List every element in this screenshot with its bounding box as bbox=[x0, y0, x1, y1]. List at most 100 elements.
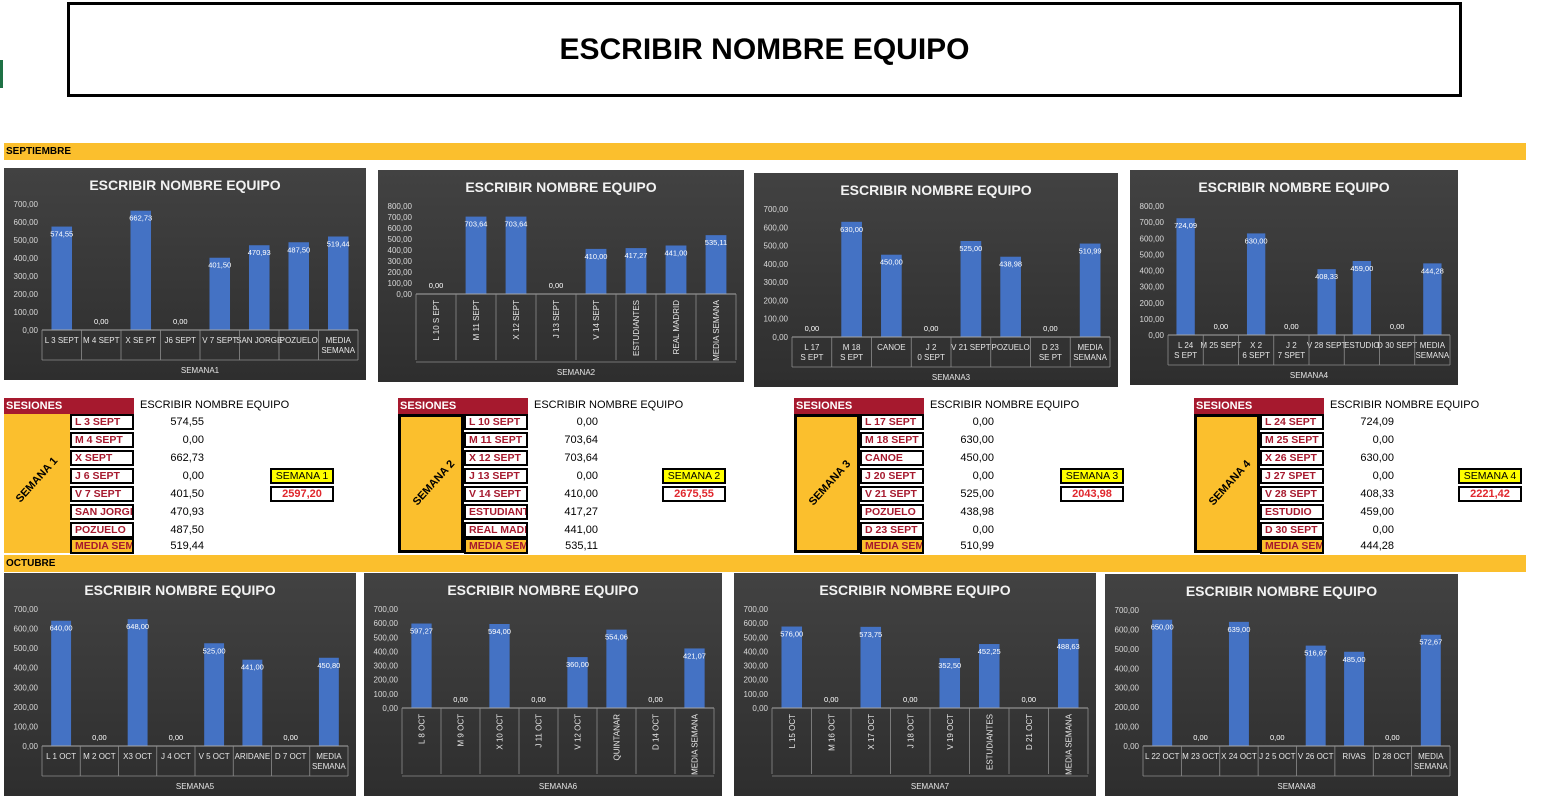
session-day-label[interactable]: X 26 SEPT bbox=[1260, 450, 1324, 466]
team-name: ESCRIBIR NOMBRE EQUIPO bbox=[930, 399, 1080, 411]
session-day-value[interactable]: 0,00 bbox=[576, 416, 598, 428]
week-total-value[interactable]: 2597,20 bbox=[270, 486, 334, 502]
session-day-value[interactable]: 630,00 bbox=[1360, 452, 1394, 464]
data-label: 0,00 bbox=[92, 733, 107, 742]
session-day-value[interactable]: 510,99 bbox=[960, 540, 994, 552]
session-day-label[interactable]: L 10 SEPT bbox=[464, 414, 528, 430]
session-day-value[interactable]: 0,00 bbox=[972, 416, 994, 428]
session-day-value[interactable]: 450,00 bbox=[960, 452, 994, 464]
chart-semana8[interactable]: ESCRIBIR NOMBRE EQUIPO 0,00 100,00 200,00 30… bbox=[1105, 574, 1458, 796]
session-day-value[interactable]: 470,93 bbox=[170, 506, 204, 518]
chart-semana1[interactable]: ESCRIBIR NOMBRE EQUIPO 0,00 100,00 200,00 30… bbox=[4, 168, 366, 380]
session-day-label[interactable]: SAN JORGE bbox=[70, 504, 134, 520]
session-day-label[interactable]: D 23 SEPT bbox=[860, 522, 924, 538]
session-day-value[interactable]: 0,00 bbox=[182, 434, 204, 446]
chart-title: ESCRIBIR NOMBRE EQUIPO bbox=[840, 182, 1031, 198]
session-day-label[interactable]: MEDIA SEMA bbox=[860, 538, 924, 554]
session-day-label[interactable]: M 4 SEPT bbox=[70, 432, 134, 448]
session-day-value[interactable]: 0,00 bbox=[1372, 524, 1394, 536]
bar bbox=[209, 257, 231, 330]
session-day-value[interactable]: 525,00 bbox=[960, 488, 994, 500]
session-day-value[interactable]: 410,00 bbox=[564, 488, 598, 500]
chart-semana2[interactable]: ESCRIBIR NOMBRE EQUIPO 0,00 100,00 200,00 30… bbox=[378, 170, 744, 382]
week-total-value[interactable]: 2043,98 bbox=[1060, 486, 1124, 502]
data-label: 417,27 bbox=[625, 251, 648, 260]
session-day-value[interactable]: 408,33 bbox=[1360, 488, 1394, 500]
y-tick-label: 300,00 bbox=[744, 662, 769, 671]
session-day-label[interactable]: REAL MADRI bbox=[464, 522, 528, 538]
session-day-label[interactable]: X 12 SEPT bbox=[464, 450, 528, 466]
session-day-value[interactable]: 574,55 bbox=[170, 416, 204, 428]
session-day-label[interactable]: J 6 SEPT bbox=[70, 468, 134, 484]
session-day-label[interactable]: MEDIA SEMA bbox=[1260, 538, 1324, 554]
chart-semana5[interactable]: ESCRIBIR NOMBRE EQUIPO 0,00 100,00 200,00 30… bbox=[4, 573, 356, 796]
x-axis-title: SEMANA6 bbox=[539, 782, 578, 791]
session-day-label[interactable]: X SEPT bbox=[70, 450, 134, 466]
session-day-label[interactable]: V 21 SEPT bbox=[860, 486, 924, 502]
session-day-label[interactable]: MEDIA SEMA bbox=[70, 538, 134, 554]
data-label: 0,00 bbox=[173, 317, 188, 326]
session-day-value[interactable]: 535,11 bbox=[565, 540, 598, 552]
data-label: 703,64 bbox=[505, 220, 528, 229]
x-tick-label: L 10 S EPT bbox=[432, 300, 441, 341]
session-day-label[interactable]: V 14 SEPT bbox=[464, 486, 528, 502]
session-day-value[interactable]: 0,00 bbox=[972, 524, 994, 536]
session-day-label[interactable]: L 17 SEPT bbox=[860, 414, 924, 430]
session-day-value[interactable]: 441,00 bbox=[564, 524, 598, 536]
session-day-label[interactable]: M 25 SEPT bbox=[1260, 432, 1324, 448]
title-box[interactable]: ESCRIBIR NOMBRE EQUIPO bbox=[67, 2, 1462, 97]
data-label: 0,00 bbox=[648, 695, 663, 704]
session-day-value[interactable]: 0,00 bbox=[972, 470, 994, 482]
session-day-value[interactable]: 401,50 bbox=[170, 488, 204, 500]
session-day-label[interactable]: CANOE bbox=[860, 450, 924, 466]
chart-semana4[interactable]: ESCRIBIR NOMBRE EQUIPO 0,00 100,00 200,00 30… bbox=[1130, 170, 1458, 385]
session-day-value[interactable]: 438,98 bbox=[960, 506, 994, 518]
y-tick-label: 400,00 bbox=[374, 647, 399, 656]
session-day-label[interactable]: ESTUDIANTI bbox=[464, 504, 528, 520]
session-day-value[interactable]: 417,27 bbox=[564, 506, 598, 518]
y-tick-label: 0,00 bbox=[772, 333, 788, 342]
session-day-value[interactable]: 519,44 bbox=[170, 540, 204, 552]
week-total-value[interactable]: 2221,42 bbox=[1458, 486, 1522, 502]
session-day-value[interactable]: 459,00 bbox=[1360, 506, 1394, 518]
session-day-label[interactable]: J 27 SPET bbox=[1260, 468, 1324, 484]
session-day-label[interactable]: M 11 SEPT bbox=[464, 432, 528, 448]
chart-semana6[interactable]: ESCRIBIR NOMBRE EQUIPO 0,00 100,00 200,00 30… bbox=[364, 573, 722, 796]
session-day-value[interactable]: 0,00 bbox=[1372, 470, 1394, 482]
session-day-label[interactable]: L 24 SEPT bbox=[1260, 414, 1324, 430]
x-tick-label: MEDIA SEMANA bbox=[691, 713, 700, 775]
y-tick-label: 100,00 bbox=[744, 690, 769, 699]
session-day-label[interactable]: J 20 SEPT bbox=[860, 468, 924, 484]
bar bbox=[318, 657, 339, 746]
session-day-label[interactable]: ESTUDIO bbox=[1260, 504, 1324, 520]
month-band-september: SEPTIEMBRE bbox=[4, 143, 1526, 160]
session-day-value[interactable]: 0,00 bbox=[1372, 434, 1394, 446]
x-tick-label: MEDIA SEMANA bbox=[1073, 343, 1107, 362]
session-day-value[interactable]: 662,73 bbox=[170, 452, 204, 464]
x-axis-title: SEMANA8 bbox=[1277, 782, 1316, 791]
session-day-value[interactable]: 703,64 bbox=[564, 434, 598, 446]
chart-semana7[interactable]: ESCRIBIR NOMBRE EQUIPO 0,00 100,00 200,00 30… bbox=[734, 573, 1096, 796]
session-day-label[interactable]: V 28 SEPT bbox=[1260, 486, 1324, 502]
session-day-value[interactable]: 0,00 bbox=[182, 470, 204, 482]
session-day-label[interactable]: POZUELO bbox=[70, 522, 134, 538]
y-tick-label: 700,00 bbox=[374, 605, 399, 614]
session-day-label[interactable]: POZUELO bbox=[860, 504, 924, 520]
session-day-value[interactable]: 724,09 bbox=[1360, 416, 1394, 428]
session-day-value[interactable]: 0,00 bbox=[576, 470, 598, 482]
x-axis-title: SEMANA4 bbox=[1290, 371, 1329, 380]
chart-semana3[interactable]: ESCRIBIR NOMBRE EQUIPO 0,00 100,00 200,00 30… bbox=[754, 173, 1118, 387]
session-day-label[interactable]: MEDIA SEMA bbox=[464, 538, 528, 554]
y-tick-label: 300,00 bbox=[764, 278, 789, 287]
session-day-value[interactable]: 444,28 bbox=[1360, 540, 1394, 552]
session-day-label[interactable]: J 13 SEPT bbox=[464, 468, 528, 484]
session-day-value[interactable]: 630,00 bbox=[960, 434, 994, 446]
session-day-value[interactable]: 487,50 bbox=[170, 524, 204, 536]
session-day-label[interactable]: D 30 SEPT bbox=[1260, 522, 1324, 538]
session-day-value[interactable]: 703,64 bbox=[564, 452, 598, 464]
session-day-label[interactable]: V 7 SEPT bbox=[70, 486, 134, 502]
session-day-label[interactable]: M 18 SEPT bbox=[860, 432, 924, 448]
week-total-value[interactable]: 2675,55 bbox=[662, 486, 726, 502]
session-day-label[interactable]: L 3 SEPT bbox=[70, 414, 134, 430]
